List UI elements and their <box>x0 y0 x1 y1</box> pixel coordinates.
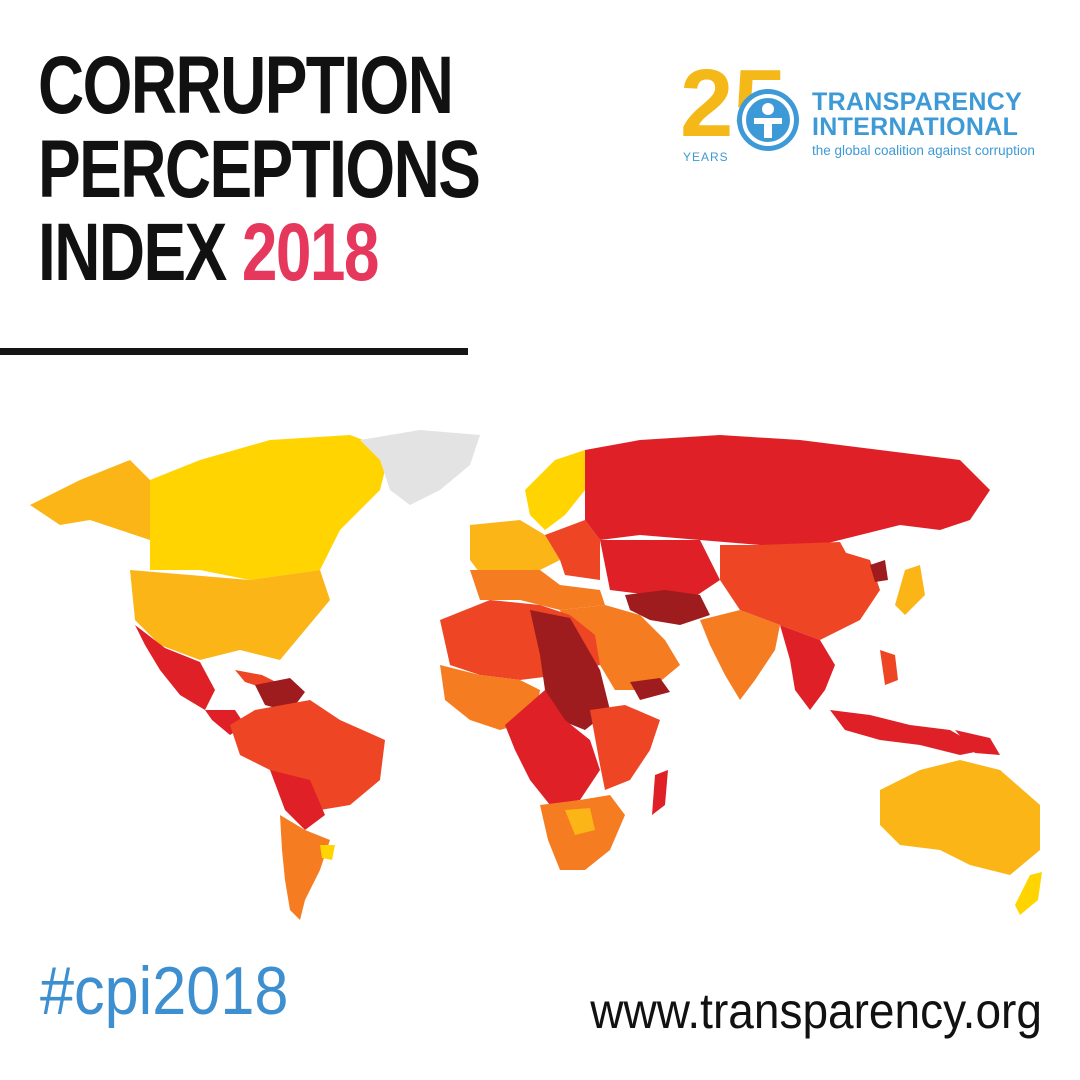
page-title: CORRUPTION PERCEPTIONS INDEX 2018 <box>38 44 498 295</box>
region-australia <box>880 760 1040 875</box>
region-botswana-namibia <box>565 808 595 835</box>
region-canada <box>150 435 390 580</box>
region-new-zealand <box>1015 872 1042 915</box>
region-scandinavia <box>525 450 585 530</box>
title-line-2: PERCEPTIONS <box>38 123 481 215</box>
region-papua-new-guinea <box>955 730 1000 755</box>
region-mongolia <box>760 542 850 565</box>
region-yemen <box>630 678 670 700</box>
region-philippines <box>880 650 898 685</box>
title-year: 2018 <box>241 207 380 299</box>
region-western-europe <box>470 520 560 580</box>
title-index-word: INDEX <box>38 207 227 299</box>
region-china <box>720 545 880 640</box>
region-north-korea <box>870 560 888 582</box>
organization-name-line-1: TRANSPARENCY <box>812 88 1023 116</box>
title-line-3: INDEX 2018 <box>38 211 397 295</box>
world-corruption-map <box>30 430 1042 920</box>
transparency-international-globe-icon <box>737 89 799 151</box>
region-russia <box>585 435 990 545</box>
organization-tagline: the global coalition against corruption <box>812 143 1035 158</box>
region-japan <box>895 565 925 615</box>
region-southern-europe <box>470 570 605 610</box>
region-alaska <box>30 460 150 540</box>
region-usa <box>130 570 330 660</box>
title-line-1: CORRUPTION <box>38 40 454 131</box>
hashtag: #cpi2018 <box>40 953 289 1029</box>
region-uruguay <box>320 845 335 860</box>
region-eastern-europe <box>545 520 600 580</box>
region-south-america-south <box>280 815 330 920</box>
region-madagascar <box>652 770 668 815</box>
region-middle-east <box>560 605 680 690</box>
region-west-africa <box>440 665 540 730</box>
region-indonesia <box>830 710 985 755</box>
title-divider <box>0 348 468 355</box>
region-central-asia <box>600 540 720 600</box>
organization-name-line-2: INTERNATIONAL <box>812 113 1019 141</box>
region-east-africa <box>590 705 660 790</box>
website-url[interactable]: www.transparency.org <box>590 983 1042 1039</box>
region-south-america-north <box>230 700 385 810</box>
region-iraq-afghanistan <box>625 590 710 625</box>
region-bolivia-paraguay <box>270 770 325 830</box>
transparency-international-logo: 25 <box>680 56 799 157</box>
organization-name: TRANSPARENCY INTERNATIONAL <box>812 90 1022 140</box>
region-india <box>700 610 780 700</box>
region-southeast-asia <box>780 625 835 710</box>
region-greenland <box>360 430 480 505</box>
anniversary-years-label: YEARS <box>683 150 729 164</box>
region-mexico <box>135 625 215 710</box>
region-central-africa <box>505 690 600 805</box>
